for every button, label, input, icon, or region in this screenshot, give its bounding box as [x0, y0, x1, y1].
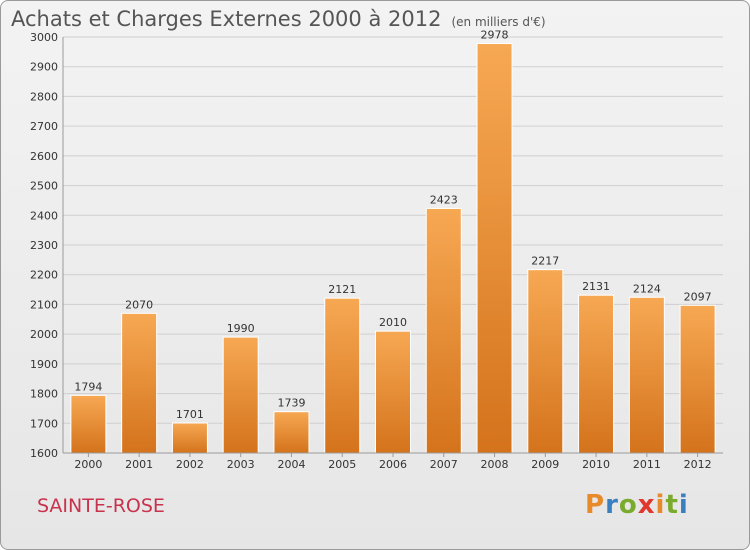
y-tick-label: 2700	[30, 120, 58, 133]
value-label-2005: 2121	[328, 283, 356, 296]
y-tick-label: 2300	[30, 239, 58, 252]
value-label-2011: 2124	[633, 282, 661, 295]
value-label-2012: 2097	[684, 290, 712, 303]
proxiti-logo: Proxiti	[585, 490, 689, 520]
y-axis: 1600 1700 1800 1900 2000 2100 2200 2300 2400 2500…	[30, 31, 64, 460]
value-label-2008: 2978	[481, 29, 509, 42]
bar-2012	[679, 304, 716, 454]
logo-letter: i	[678, 490, 689, 520]
x-tick-label-2005: 2005	[328, 458, 356, 471]
logo-letter: x	[637, 490, 656, 520]
logo-letter: i	[655, 490, 666, 520]
value-label-2000: 1794	[74, 380, 102, 393]
bar-2003	[222, 336, 259, 454]
bar-2008	[476, 43, 513, 454]
bar-2002	[171, 422, 208, 454]
x-tick-label-2009: 2009	[531, 458, 559, 471]
value-label-2006: 2010	[379, 316, 407, 329]
x-axis: 2000 2001 2002 2003 2004 2005 2006 2007 2008 2009…	[63, 452, 723, 471]
bar-2010	[578, 294, 615, 454]
value-label-2001: 2070	[125, 298, 153, 311]
x-tick-label-2000: 2000	[74, 458, 102, 471]
x-tick-label-2001: 2001	[125, 458, 153, 471]
value-label-2009: 2217	[531, 255, 559, 268]
x-tick-label-2011: 2011	[633, 458, 661, 471]
y-tick-label: 2000	[30, 328, 58, 341]
y-tick-label: 1600	[30, 447, 58, 460]
chart-title-text: Achats et Charges Externes 2000 à 2012	[11, 7, 442, 31]
x-tick-label-2003: 2003	[227, 458, 255, 471]
bar-2000	[70, 394, 107, 454]
y-tick-label: 1900	[30, 358, 58, 371]
bar-2007	[425, 207, 462, 454]
x-tick-label-2004: 2004	[277, 458, 305, 471]
y-tick-label: 2800	[30, 90, 58, 103]
town-name: SAINTE-ROSE	[37, 495, 165, 517]
y-tick-label: 2200	[30, 269, 58, 282]
bar-2001	[121, 312, 158, 454]
bar-2005	[324, 297, 361, 454]
value-label-2004: 1739	[277, 397, 305, 410]
x-tick-label-2007: 2007	[430, 458, 458, 471]
y-tick-label: 2900	[30, 61, 58, 74]
bar-2004	[273, 411, 310, 454]
chart-subtitle: (en milliers d'€)	[451, 15, 546, 29]
bar-2006	[375, 330, 411, 454]
x-tick-label-2006: 2006	[379, 458, 407, 471]
value-label-2010: 2131	[582, 280, 610, 293]
y-tick-label: 2100	[30, 298, 58, 311]
logo-letter: t	[665, 490, 679, 520]
y-tick-label: 3000	[30, 31, 58, 44]
x-tick-label-2012: 2012	[684, 458, 712, 471]
value-label-2002: 1701	[176, 408, 204, 421]
x-tick-label-2002: 2002	[176, 458, 204, 471]
logo-letter: o	[618, 490, 638, 520]
value-label-2007: 2423	[430, 193, 458, 206]
logo-letter: P	[585, 490, 606, 520]
y-tick-label: 1700	[30, 417, 58, 430]
y-tick-label: 2600	[30, 150, 58, 163]
logo-letter: r	[605, 490, 619, 520]
x-tick-label-2008: 2008	[481, 458, 509, 471]
chart-title: Achats et Charges Externes 2000 à 2012 (e…	[11, 7, 546, 31]
value-label-2003: 1990	[227, 322, 255, 335]
y-tick-label: 2400	[30, 209, 58, 222]
bar-2011	[628, 296, 665, 454]
bars: 1794 2070 1701 1990 1739 2121 2010 2423 2978 2217…	[70, 29, 716, 454]
y-tick-label: 1800	[30, 388, 58, 401]
y-tick-label: 2500	[30, 180, 58, 193]
x-tick-label-2010: 2010	[582, 458, 610, 471]
bar-2009	[527, 269, 564, 454]
